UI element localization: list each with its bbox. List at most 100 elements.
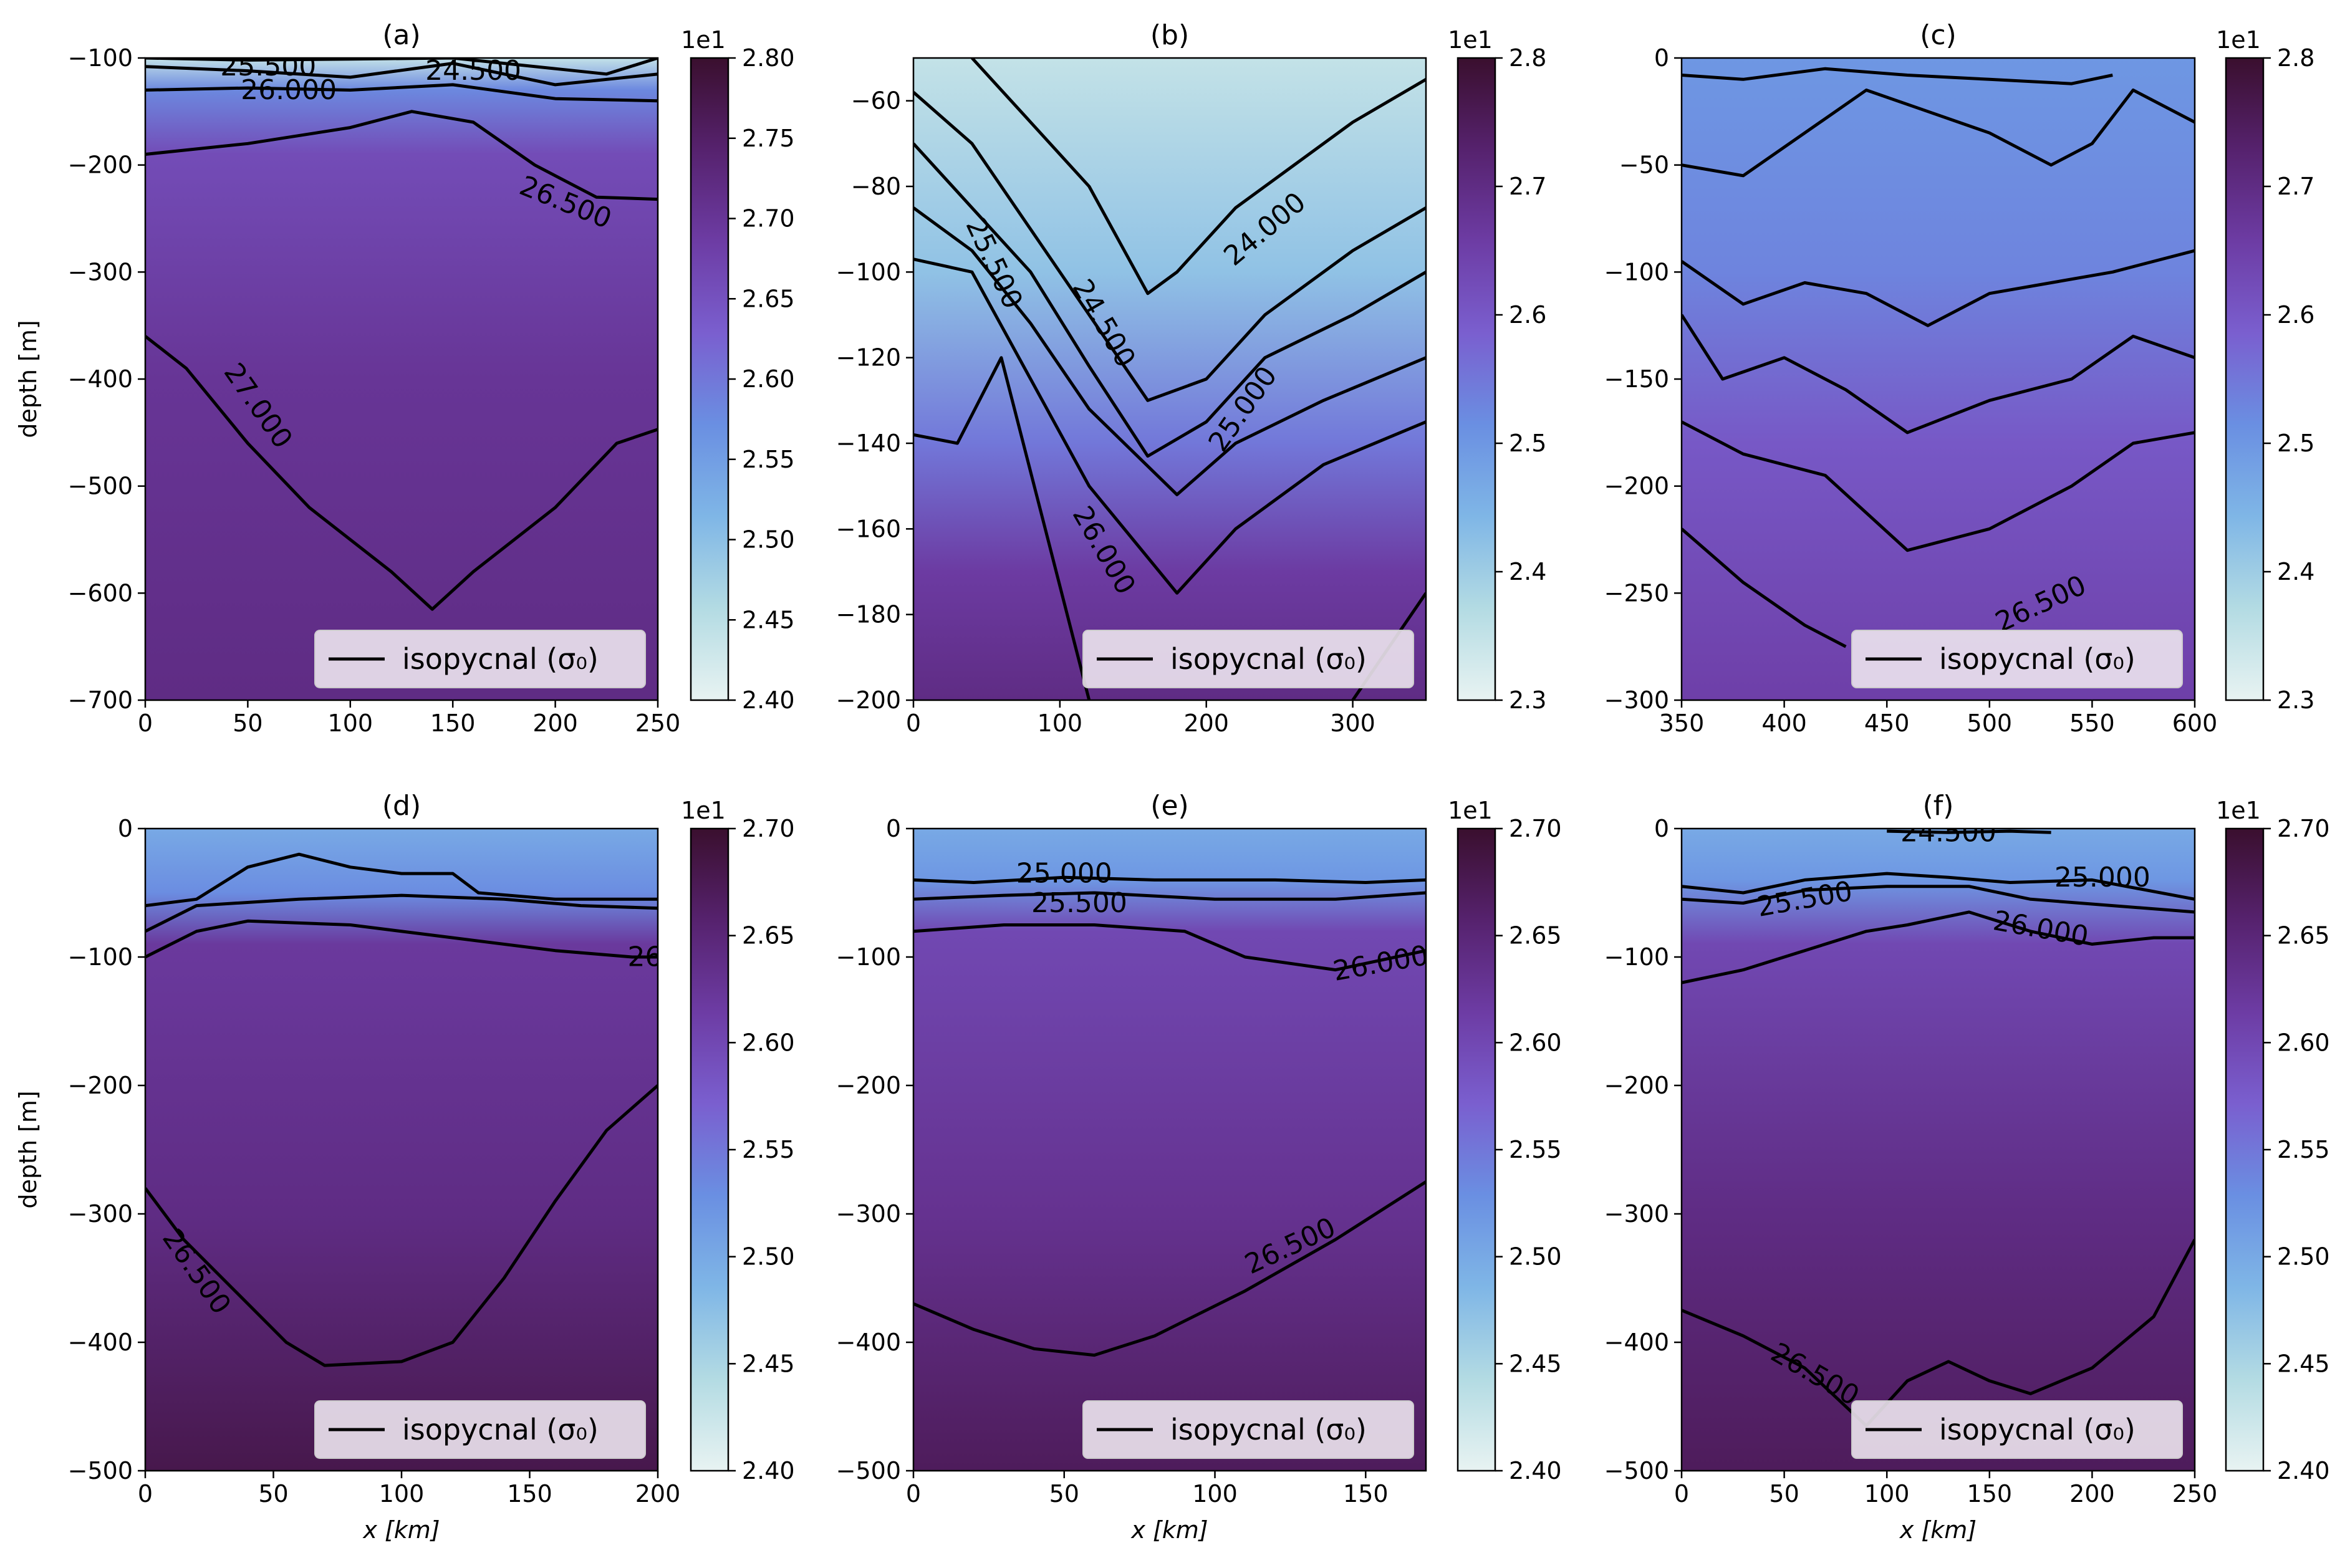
x-tick-label: 50: [258, 1480, 288, 1508]
colorbar-tick-label: 2.45: [1509, 1350, 1562, 1377]
y-tick-label: −200: [1604, 1072, 1669, 1099]
panel-title: (f): [1923, 790, 1954, 822]
colorbar-multiplier: 1e1: [2216, 797, 2261, 824]
colorbar-tick-label: 2.6: [2277, 301, 2314, 329]
isopycnal-contour-25.500: [1682, 89, 2195, 178]
colorbar-tick-label: 2.4: [1509, 558, 1546, 585]
y-tick-label: −300: [1604, 686, 1669, 714]
y-tick-label: 0: [886, 815, 901, 842]
colorbar-tick-label: 2.40: [742, 1457, 795, 1484]
x-tick-label: 0: [138, 709, 153, 737]
isopycnal-contour-24.500: [913, 91, 1426, 402]
x-tick-label: 0: [1674, 1480, 1689, 1508]
legend-box: [1851, 630, 2183, 688]
colorbar-tick-label: 2.70: [2277, 815, 2330, 842]
colorbar-scale: [690, 57, 730, 701]
colorbar: 2.3 2.4 2.5 2.6 2.7 2.8 1e1: [2216, 26, 2314, 714]
colorbar-tick-label: 2.6: [1509, 301, 1546, 329]
colorbar-tick-label: 2.5: [1509, 430, 1546, 457]
colorbar-tick-label: 2.4: [2277, 558, 2314, 585]
isopycnal-contour-26.000: [1682, 249, 2195, 327]
colorbar-tick-label: 2.8: [2277, 44, 2314, 72]
x-tick-label: 100: [1192, 1480, 1238, 1508]
isopycnal-contour-25.500: [913, 206, 1426, 496]
y-tick-label: −100: [836, 258, 901, 286]
x-tick-label: 150: [507, 1480, 552, 1508]
y-tick-label: 0: [1654, 44, 1669, 72]
y-tick-label: −400: [836, 1329, 901, 1356]
y-tick-label: −120: [836, 344, 901, 372]
axes-frame: [912, 827, 1427, 1472]
x-tick-label: 0: [138, 1480, 153, 1508]
isopycnal-contour-27.000: [145, 335, 658, 611]
x-tick-label: 250: [635, 709, 681, 737]
y-tick-label: −700: [68, 686, 133, 714]
colorbar-tick-label: 2.65: [742, 285, 795, 312]
panel-title: (c): [1920, 19, 1957, 51]
legend-box: [314, 630, 646, 688]
heatmap-field: [913, 58, 1426, 700]
legend-label: isopycnal (σ₀): [1170, 642, 1367, 676]
colorbar-tick-label: 2.60: [1509, 1029, 1562, 1056]
y-tick-label: −100: [68, 44, 133, 72]
y-tick-label: −60: [851, 87, 901, 115]
y-tick-label: −50: [1619, 152, 1669, 179]
y-tick-label: 0: [1654, 815, 1669, 842]
x-tick-label: 100: [328, 709, 373, 737]
colorbar-tick-label: 2.55: [2277, 1136, 2330, 1163]
colorbar: 2.40 2.45 2.50 2.55 2.60 2.65 2.70 2.75 2.80 1e1: [681, 26, 794, 714]
isopycnal-contour-26.500: [145, 110, 658, 201]
panel-title: (d): [382, 790, 421, 822]
colorbar-tick-label: 2.7: [2277, 173, 2314, 200]
x-tick-label: 100: [379, 1480, 425, 1508]
y-tick-label: −500: [836, 1457, 901, 1484]
colorbar: 2.40 2.45 2.50 2.55 2.60 2.65 2.70 1e1: [2216, 797, 2329, 1484]
isopycnal-contour-26.500: [913, 356, 1091, 700]
axes-frame: [912, 57, 1427, 701]
colorbar-tick-label: 2.80: [742, 44, 795, 72]
colorbar-tick-label: 2.40: [742, 686, 795, 714]
y-tick-label: −200: [1604, 473, 1669, 500]
colorbar-multiplier: 1e1: [2216, 26, 2261, 54]
colorbar-tick-label: 2.65: [1509, 922, 1562, 950]
x-tick-label: 200: [1183, 709, 1229, 737]
legend-label: isopycnal (σ₀): [402, 642, 599, 676]
colorbar-scale: [2225, 827, 2265, 1472]
y-tick-label: −140: [836, 430, 901, 457]
y-tick-label: 0: [118, 815, 133, 842]
colorbar-tick-label: 2.45: [742, 606, 795, 633]
y-tick-label: −300: [1604, 1200, 1669, 1228]
x-tick-label: 100: [1864, 1480, 1910, 1508]
y-tick-label: −300: [68, 258, 133, 286]
colorbar: 2.40 2.45 2.50 2.55 2.60 2.65 2.70 1e1: [681, 797, 794, 1484]
colorbar-tick-label: 2.8: [1509, 44, 1546, 72]
contour-label: 25.500: [220, 51, 316, 82]
isopycnal-contour-25.000: [913, 875, 1426, 884]
isopycnal-contour-26.500: [913, 1180, 1426, 1357]
legend-label: isopycnal (σ₀): [1170, 1413, 1367, 1446]
panel-title: (a): [382, 19, 420, 51]
x-tick-label: 400: [1761, 709, 1807, 737]
isopycnal-contour-26.000: [913, 923, 1426, 972]
colorbar-multiplier: 1e1: [1448, 26, 1493, 54]
colorbar-tick-label: 2.70: [742, 205, 795, 233]
isopycnal-contour-24.500: [1887, 829, 2051, 834]
colorbar-tick-label: 2.50: [2277, 1243, 2330, 1271]
x-tick-label: 300: [1330, 709, 1375, 737]
colorbar-tick-label: 2.65: [2277, 922, 2330, 950]
y-tick-label: −200: [68, 152, 133, 179]
legend-label: isopycnal (σ₀): [402, 1413, 599, 1446]
heatmap-field: [145, 829, 658, 1471]
y-tick-label: −250: [1604, 579, 1669, 607]
isopycnal-contour-26.500: [145, 1084, 658, 1367]
y-tick-label: −300: [68, 1200, 133, 1228]
heatmap-field: [913, 829, 1426, 1471]
colorbar-tick-label: 2.40: [2277, 1457, 2330, 1484]
legend: isopycnal (σ₀): [314, 630, 646, 688]
y-tick-label: −500: [1604, 1457, 1669, 1484]
isopycnal-contour-25.500: [145, 62, 658, 87]
